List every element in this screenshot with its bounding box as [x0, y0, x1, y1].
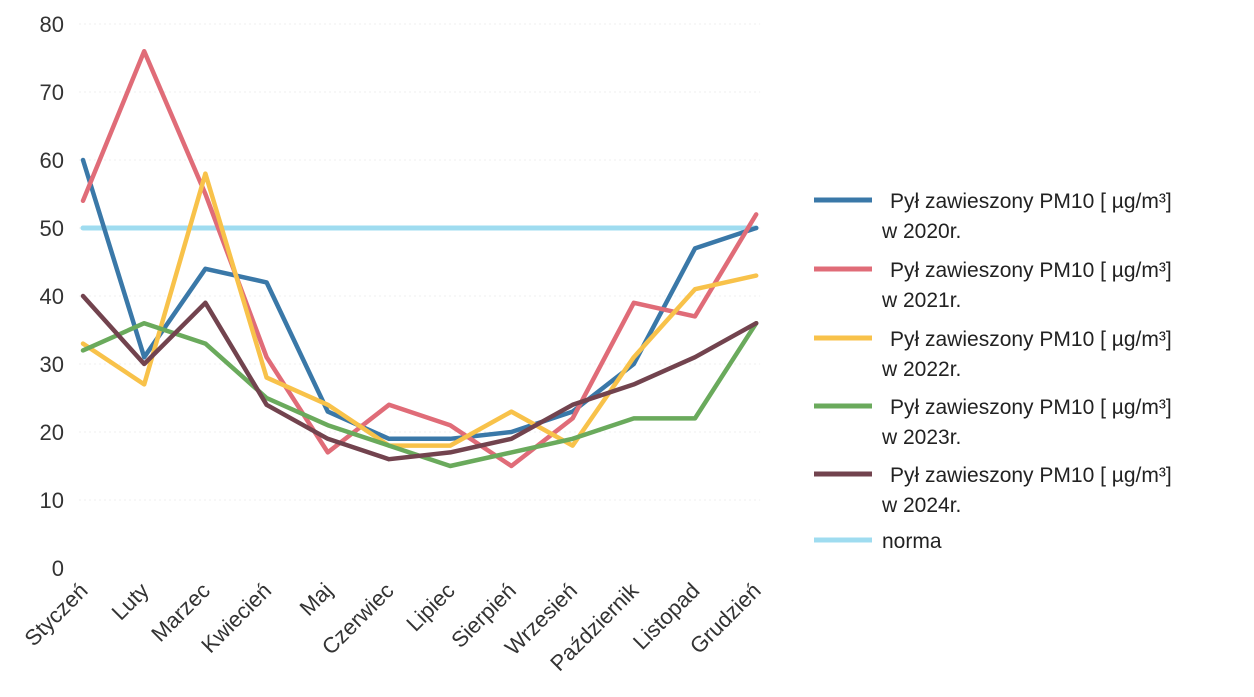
legend-label-year-4: w 2023r.: [881, 426, 961, 449]
legend-label-year-5: w 2024r.: [881, 494, 961, 517]
series-line-3: [80, 171, 759, 448]
x-tick-label: Luty: [107, 578, 154, 625]
legend-label-5: Pył zawieszony PM10 [ µg/m³]: [890, 464, 1172, 487]
series-line-1: [80, 157, 759, 442]
series-lines: [80, 48, 759, 469]
y-tick-label: 50: [40, 216, 64, 241]
legend-label-1: Pył zawieszony PM10 [ µg/m³]: [890, 190, 1172, 213]
legend-label-year-2: w 2021r.: [881, 289, 961, 312]
y-tick-label: 10: [40, 488, 64, 513]
legend-label-2: Pył zawieszony PM10 [ µg/m³]: [890, 259, 1172, 282]
y-tick-label: 40: [40, 284, 64, 309]
legend-label-6: norma: [882, 530, 942, 553]
y-tick-label: 0: [52, 556, 64, 581]
series-line-2: [80, 48, 759, 469]
legend: Pył zawieszony PM10 [ µg/m³] w 2020r. Pył …: [814, 190, 1172, 553]
legend-label-year-3: w 2022r.: [881, 358, 961, 381]
y-tick-label: 30: [40, 352, 64, 377]
legend-label-3: Pył zawieszony PM10 [ µg/m³]: [890, 328, 1172, 351]
x-tick-label: Styczeń: [20, 578, 93, 651]
legend-label-year-1: w 2020r.: [881, 220, 961, 243]
series-line-5: [80, 293, 759, 462]
y-tick-label: 20: [40, 420, 64, 445]
y-tick-label: 80: [40, 12, 64, 37]
y-tick-label: 60: [40, 148, 64, 173]
x-tick-label: Lipiec: [401, 578, 459, 636]
x-tick-label: Maj: [295, 578, 338, 621]
y-axis-ticks: 0 10 20 30 40 50 60 70 80: [40, 12, 64, 581]
y-tick-label: 70: [40, 80, 64, 105]
legend-label-4: Pył zawieszony PM10 [ µg/m³]: [890, 396, 1172, 419]
